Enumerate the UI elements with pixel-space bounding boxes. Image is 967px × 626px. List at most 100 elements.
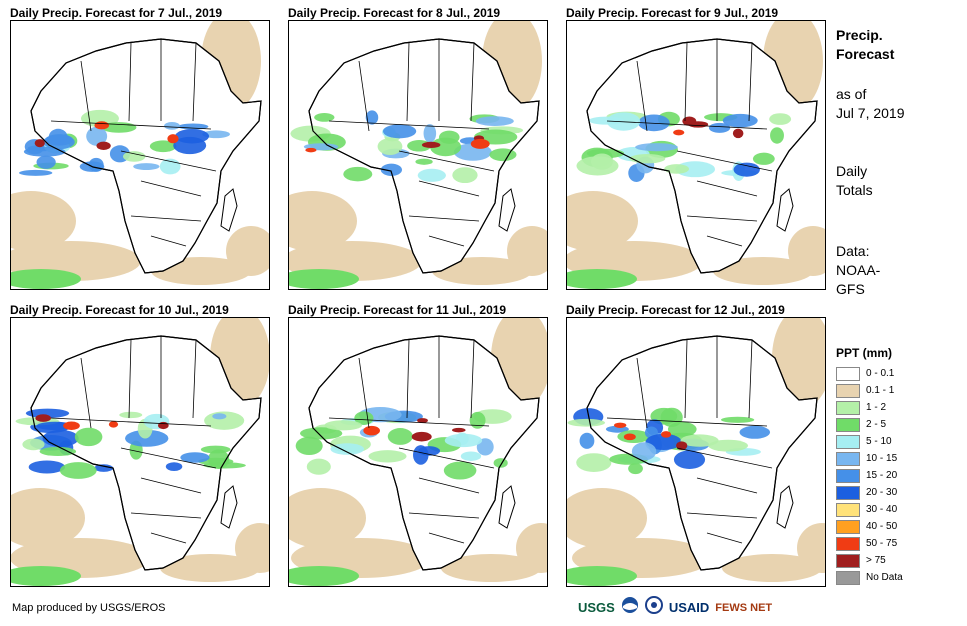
legend-label: 30 - 40 xyxy=(866,504,898,515)
legend-item: 20 - 30 xyxy=(836,485,961,500)
data-line1: Data: xyxy=(836,243,870,259)
rain-cell xyxy=(74,427,103,447)
legend-item: 2 - 5 xyxy=(836,417,961,432)
coastline xyxy=(308,335,540,571)
data-line3: GFS xyxy=(836,281,865,297)
country-borders xyxy=(606,336,773,544)
precip-map xyxy=(288,20,548,290)
rain-cell xyxy=(39,446,77,457)
rain-cell xyxy=(469,411,486,429)
heavy-rain-cell xyxy=(623,433,636,441)
rain-band xyxy=(567,566,637,586)
rain-cell xyxy=(119,411,143,419)
heavy-rain-cell xyxy=(673,129,685,136)
legend-label: 15 - 20 xyxy=(866,470,898,481)
heavy-rain-cell xyxy=(682,116,697,126)
rain-cell xyxy=(423,124,437,143)
rain-cell xyxy=(354,411,374,425)
sidebar-data-source: Data: NOAA- GFS xyxy=(836,242,880,299)
rain-cell xyxy=(295,436,323,456)
heavy-rain-cell xyxy=(421,141,441,149)
panel-title: Daily Precip. Forecast for 10 Jul., 2019 xyxy=(10,303,229,317)
heavy-rain-cell xyxy=(63,421,80,430)
precip-map xyxy=(288,317,548,587)
legend-label: 1 - 2 xyxy=(866,402,887,413)
country-borders xyxy=(606,39,773,247)
legend-item: 1 - 2 xyxy=(836,400,961,415)
legend-label: 5 - 10 xyxy=(866,436,892,447)
coastline xyxy=(308,38,540,274)
legend-label: No Data xyxy=(866,572,903,583)
dry-area xyxy=(713,257,813,285)
rain-cell xyxy=(380,163,403,176)
rain-cell xyxy=(94,464,114,472)
rain-cell xyxy=(200,445,231,454)
rain-cell xyxy=(165,462,183,472)
legend-swatch xyxy=(836,570,860,585)
totals-line1: Daily xyxy=(836,163,868,179)
heavy-rain-cell xyxy=(34,139,45,148)
rain-cell xyxy=(635,143,678,152)
madagascar-outline xyxy=(220,485,238,529)
noaa-logo-icon xyxy=(621,596,639,619)
rain-cell xyxy=(382,124,417,139)
rain-cell xyxy=(19,169,53,176)
rain-cell xyxy=(149,140,177,153)
legend-item: 15 - 20 xyxy=(836,468,961,483)
dry-area xyxy=(11,191,76,251)
legend-label: 50 - 75 xyxy=(866,538,898,549)
precip-map xyxy=(10,20,270,290)
precip-map xyxy=(566,20,826,290)
rain-cell xyxy=(45,134,74,146)
country-borders xyxy=(50,336,217,544)
legend-label: 0 - 0.1 xyxy=(866,368,895,379)
rain-band xyxy=(567,269,637,289)
rain-cell xyxy=(314,113,335,122)
rain-cell xyxy=(175,129,210,144)
asof-line1: as of xyxy=(836,86,867,102)
rain-cell xyxy=(739,425,771,439)
panel-title: Daily Precip. Forecast for 12 Jul., 2019 xyxy=(566,303,785,317)
rain-cell xyxy=(387,428,413,445)
data-line2: NOAA- xyxy=(836,262,881,278)
heavy-rain-cell xyxy=(35,414,52,422)
legend-title: PPT (mm) xyxy=(836,346,893,360)
panel-title: Daily Precip. Forecast for 8 Jul., 2019 xyxy=(288,6,501,20)
heavy-rain-cell xyxy=(417,418,428,424)
rain-cell xyxy=(23,146,66,157)
rain-cell xyxy=(202,130,230,139)
rain-cell xyxy=(673,450,706,469)
rain-band xyxy=(11,269,81,289)
legend-item: > 75 xyxy=(836,553,961,568)
legend-label: 2 - 5 xyxy=(866,419,887,430)
rain-cell xyxy=(180,452,210,463)
legend-swatch xyxy=(836,519,860,534)
rain-cell xyxy=(769,113,792,125)
asof-date: Jul 7, 2019 xyxy=(836,105,905,121)
heavy-rain-cell xyxy=(676,441,688,450)
precip-map xyxy=(566,317,826,587)
rain-band xyxy=(11,566,81,586)
rain-cell xyxy=(475,116,514,126)
rain-cell xyxy=(122,151,146,162)
rain-cell xyxy=(638,114,670,132)
heavy-rain-cell xyxy=(411,431,432,442)
rain-cell xyxy=(576,453,612,473)
rain-cell xyxy=(452,167,478,184)
panel-title: Daily Precip. Forecast for 11 Jul., 2019 xyxy=(288,303,507,317)
heavy-rain-cell xyxy=(167,134,179,144)
legend-item: 50 - 75 xyxy=(836,536,961,551)
legend-item: 0 - 0.1 xyxy=(836,366,961,381)
seal-logo-icon xyxy=(644,596,663,619)
rain-cell xyxy=(631,442,657,461)
dry-area xyxy=(432,257,532,285)
dry-area xyxy=(722,554,822,582)
rain-cell xyxy=(443,461,477,480)
logo-strip: USGS USAID FEWS NET xyxy=(578,596,772,619)
legend-label: 0.1 - 1 xyxy=(866,385,895,396)
heavy-rain-cell xyxy=(452,427,466,433)
rain-cell xyxy=(86,126,108,146)
country-borders xyxy=(50,39,217,247)
rain-cell xyxy=(629,154,666,164)
madagascar-outline xyxy=(776,485,794,529)
